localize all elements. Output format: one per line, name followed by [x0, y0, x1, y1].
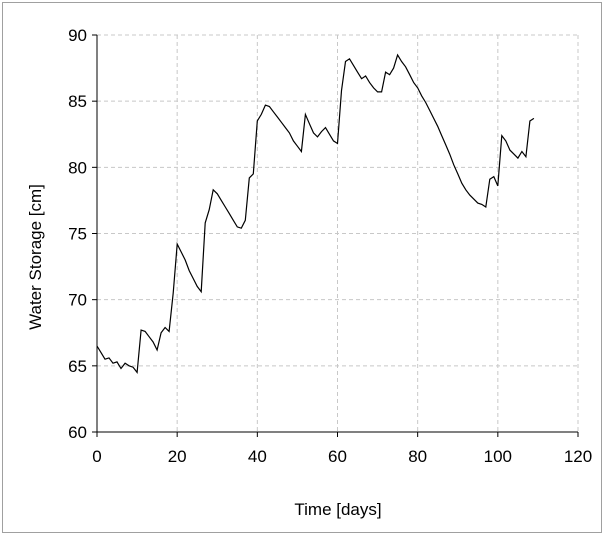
x-tick-label: 20 [168, 447, 187, 466]
x-tick-label: 120 [564, 447, 592, 466]
ticks: 0 20 40 60 80 100 120 60 65 70 75 80 85 90 [68, 26, 592, 466]
x-tick-label: 100 [484, 447, 512, 466]
x-tick-label: 80 [408, 447, 427, 466]
x-tick-label: 0 [92, 447, 101, 466]
y-tick-label: 90 [68, 26, 87, 45]
y-tick-label: 85 [68, 92, 87, 111]
y-tick-label: 65 [68, 357, 87, 376]
y-tick-label: 60 [68, 423, 87, 442]
x-tick-label: 60 [328, 447, 347, 466]
x-axis-title: Time [days] [294, 500, 381, 519]
y-axis-title: Water Storage [cm] [26, 184, 45, 330]
x-tick-label: 40 [248, 447, 267, 466]
y-tick-label: 75 [68, 225, 87, 244]
y-tick-label: 70 [68, 291, 87, 310]
series-line [96, 53, 535, 374]
y-tick-label: 80 [68, 158, 87, 177]
grid [97, 34, 579, 432]
